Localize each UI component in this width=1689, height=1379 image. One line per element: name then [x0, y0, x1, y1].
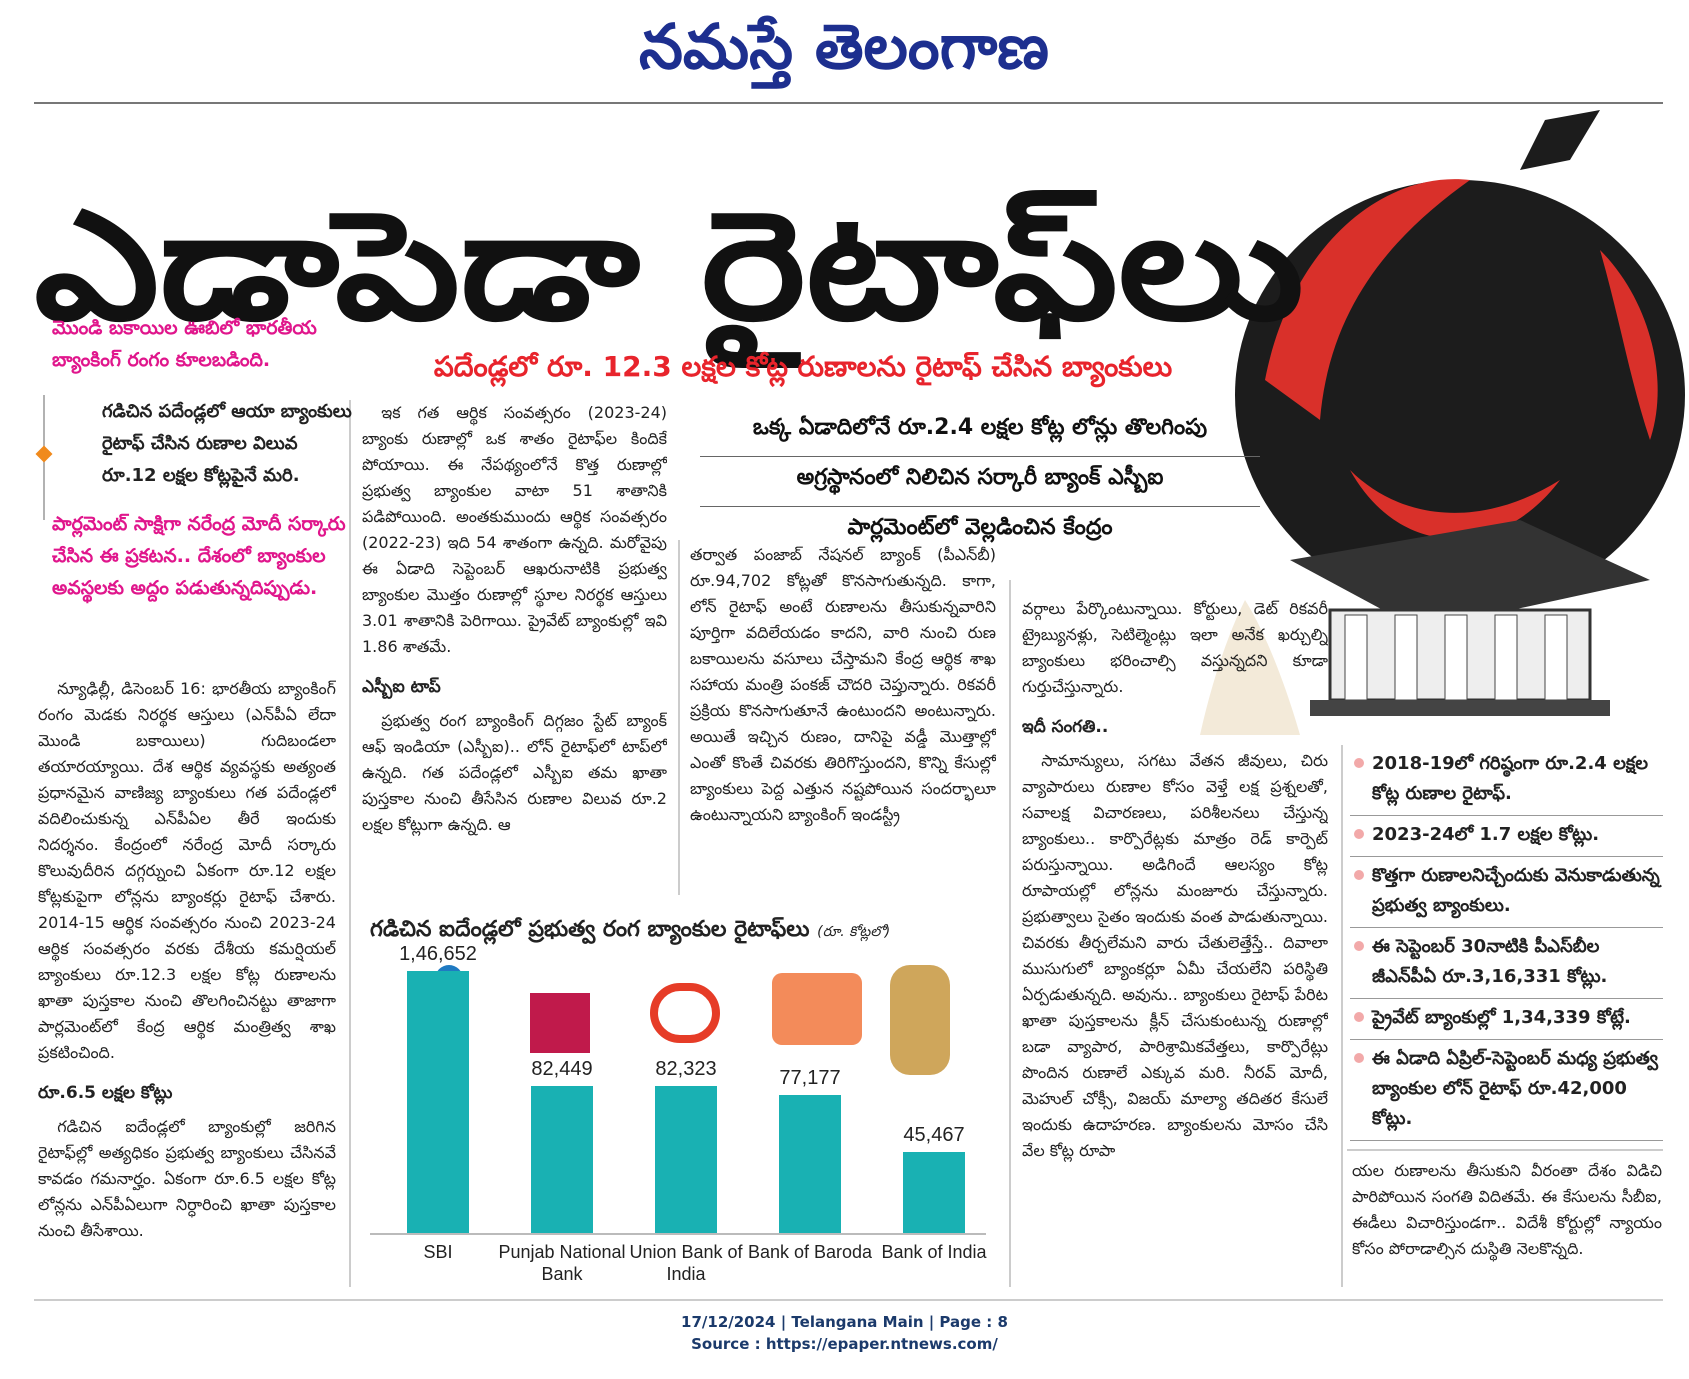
category-label: Punjab National Bank [498, 1242, 626, 1284]
body-text: ప్రభుత్వ రంగ బ్యాంకింగ్ దిగ్గజం స్టేట్ బ… [362, 711, 667, 834]
body-text: న్యూఢిల్లీ, డిసెంబర్ 16: భారతీయ బ్యాంకిం… [38, 679, 336, 1062]
highlights: 2018-19లో గరిష్ఠంగా రూ.2.4 లక్షల కోట్ల ర… [1350, 745, 1663, 1141]
subhead: ఎస్బీఐ టాప్ [362, 677, 441, 697]
value-label: 82,323 [655, 1057, 717, 1080]
column: ఇక గత ఆర్థిక సంవత్సరం (2023-24) బ్యాంకు … [362, 400, 667, 894]
value-label: 77,177 [779, 1067, 841, 1090]
highlight: కొత్తగా రుణాలనిచ్చేందుకు వెనుకాడుతున్న ప… [1350, 857, 1663, 928]
column: తర్వాత పంజాబ్ నేషనల్ బ్యాంక్ (పీఎన్‌బీ) … [690, 542, 996, 894]
highlight: 2023-24లో 1.7 లక్షల కోట్లు. [1350, 816, 1663, 857]
bar [407, 971, 469, 1233]
body-text: గడిచిన ఐదేండ్లలో బ్యాంకుల్లో జరిగిన రైటా… [38, 1117, 336, 1240]
bar [903, 1151, 965, 1233]
highlight: 2018-19లో గరిష్ఠంగా రూ.2.4 లక్షల కోట్ల ర… [1350, 745, 1663, 816]
body-text: తర్వాత పంజాబ్ నేషనల్ బ్యాంక్ (పీఎన్‌బీ) … [690, 545, 996, 824]
logo [530, 993, 590, 1053]
body-text: ఇక గత ఆర్థిక సంవత్సరం (2023-24) బ్యాంకు … [362, 403, 667, 656]
footer: 17/12/2024 | Telangana Main | Page : 8 S… [0, 1311, 1689, 1355]
footer-line: 17/12/2024 | Telangana Main | Page : 8 [681, 1313, 1008, 1331]
deck: అగ్రస్థానంలో నిలిచిన సర్కారీ బ్యాంక్ ఎస్… [796, 465, 1164, 490]
bar [655, 1085, 717, 1233]
category-label: Union Bank of India [629, 1242, 743, 1284]
deck: పార్లమెంట్‌లో వెల్లడించిన కేంద్రం [847, 515, 1113, 540]
sidebar-quote: గడిచిన పదేండ్లలో ఆయా బ్యాంకులు రైటాఫ్ చే… [102, 401, 352, 486]
value-label: 1,46,652 [399, 943, 477, 965]
quote-marker [35, 445, 53, 463]
footer-line: Source : https://epaper.ntnews.com/ [691, 1335, 998, 1353]
deck-rule [700, 506, 1260, 507]
chart-title: గడిచిన ఐదేండ్లలో ప్రభుత్వ రంగ బ్యాంకుల ర… [370, 917, 810, 942]
value-label: 82,449 [531, 1057, 593, 1080]
logo [772, 973, 862, 1045]
highlight: ఈ సెప్టెంబర్ 30నాటికి పీఎస్‌బీల జీఎన్‌పీ… [1350, 928, 1663, 999]
chart: గడిచిన ఐదేండ్లలో ప్రభుత్వ రంగ బ్యాంకుల ర… [360, 905, 996, 1288]
chart-heading: గడిచిన ఐదేండ్లలో ప్రభుత్వ రంగ బ్యాంకుల ర… [370, 917, 990, 947]
baseline [370, 1233, 986, 1235]
column: యల రుణాలను తీసుకుని వీరంతా దేశం విడిచి ప… [1352, 1158, 1662, 1288]
masthead: నమస్తే తెలంగాణ [639, 10, 1049, 89]
bar [779, 1095, 841, 1233]
sidebar-intro: మొండి బకాయిల ఊబిలో భారతీయ బ్యాంకింగ్ రంగ… [52, 317, 317, 371]
subheadline: పదేండ్లలో రూ. 12.3 లక్షల కోట్ల రుణాలను ర… [433, 350, 1173, 383]
chart-spacer [470, 910, 471, 911]
sidebar-closing: పార్లమెంట్ సాక్షిగా నరేంద్ర మోదీ సర్కారు… [52, 513, 346, 599]
chart-unit: (రూ. కోట్లలో) [817, 924, 891, 940]
column: న్యూఢిల్లీ, డిసెంబర్ 16: భారతీయ బ్యాంకిం… [38, 676, 336, 1288]
body-text: వర్గాలు పేర్కొంటున్నాయి. కోర్టులు, డెట్ … [1022, 599, 1328, 696]
body-text: సామాన్యులు, సగటు వేతన జీవులు, చిరు వ్యాప… [1022, 751, 1328, 1160]
body-text: యల రుణాలను తీసుకుని వీరంతా దేశం విడిచి ప… [1352, 1161, 1662, 1258]
logo [650, 983, 720, 1043]
highlight: ఈ ఏడాది ఏప్రిల్-సెప్టెంబర్ మధ్య ప్రభుత్వ… [1350, 1040, 1663, 1141]
headline: ఎడాపెడా రైటాఫ్‌లు [34, 180, 1304, 369]
subhead: ఇదీ సంగతి.. [1022, 717, 1109, 737]
logo [890, 965, 950, 1075]
category-label: SBI [423, 1242, 453, 1262]
deck: ఒక్క ఏడాదిలోనే రూ.2.4 లక్షల కోట్ల లోన్లు… [752, 415, 1208, 440]
subhead: రూ.6.5 లక్షల కోట్లు [38, 1083, 173, 1103]
bar [531, 1085, 593, 1233]
column: వర్గాలు పేర్కొంటున్నాయి. కోర్టులు, డెట్ … [1022, 596, 1328, 1288]
value-label: 45,467 [903, 1123, 965, 1146]
highlight: ప్రైవేట్ బ్యాంకుల్లో 1,34,339 కోట్లే. [1350, 999, 1663, 1040]
sidebar: మొండి బకాయిల ఊబిలో భారతీయ బ్యాంకింగ్ రంగ… [52, 312, 352, 604]
category-label: Bank of India [881, 1242, 987, 1262]
illustration [1200, 110, 1685, 735]
deck-rule [700, 456, 1260, 457]
category-label: Bank of Baroda [747, 1242, 873, 1262]
